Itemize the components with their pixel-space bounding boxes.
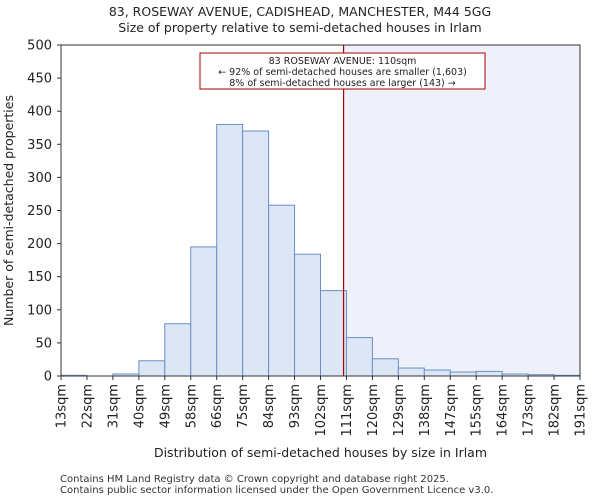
x-tick-label-58sqm: 58sqm — [184, 384, 199, 428]
x-tick-label-66sqm: 66sqm — [210, 384, 225, 428]
x-tick-label-75sqm: 75sqm — [236, 384, 251, 428]
footer-copyright: Contains HM Land Registry data © Crown c… — [60, 474, 449, 485]
bar-58sqm — [190, 246, 218, 377]
bar-129sqm — [397, 367, 425, 377]
bar-66sqm — [216, 123, 244, 377]
x-tick-label-129sqm: 129sqm — [392, 384, 407, 437]
x-axis-label: Distribution of semi-detached houses by … — [154, 445, 487, 460]
y-tick-label-500: 500 — [27, 39, 52, 54]
annotation-line-2: ← 92% of semi-detached houses are smalle… — [218, 67, 467, 78]
x-tick-label-164sqm: 164sqm — [496, 384, 511, 437]
x-tick-label-191sqm: 191sqm — [574, 384, 589, 437]
y-tick-label-100: 100 — [27, 303, 52, 318]
x-tick-label-120sqm: 120sqm — [366, 384, 381, 437]
y-tick-label-200: 200 — [27, 237, 52, 252]
y-tick-label-150: 150 — [27, 270, 52, 285]
x-tick-label-31sqm: 31sqm — [106, 384, 121, 428]
x-tick-label-182sqm: 182sqm — [548, 384, 563, 437]
x-tick-label-102sqm: 102sqm — [314, 384, 329, 437]
y-tick-label-350: 350 — [27, 138, 52, 153]
x-tick-label-111sqm: 111sqm — [340, 384, 355, 437]
x-tick-label-84sqm: 84sqm — [262, 384, 277, 428]
annotation-box: 83 ROSEWAY AVENUE: 110sqm ← 92% of semi-… — [199, 52, 486, 90]
y-axis-label: Number of semi-detached properties — [1, 95, 16, 326]
bar-120sqm — [371, 358, 399, 377]
bar-147sqm — [449, 371, 477, 377]
bar-93sqm — [294, 253, 321, 377]
x-tick-label-40sqm: 40sqm — [132, 384, 147, 428]
y-tick-label-300: 300 — [27, 171, 52, 186]
chart-subtitle: Size of property relative to semi-detach… — [118, 20, 482, 35]
x-tick-label-155sqm: 155sqm — [470, 384, 485, 437]
bar-111sqm — [345, 337, 373, 377]
chart-title: 83, ROSEWAY AVENUE, CADISHEAD, MANCHESTE… — [108, 4, 492, 19]
y-tick-label-250: 250 — [27, 204, 52, 219]
bar-102sqm — [320, 290, 347, 377]
x-tick-label-22sqm: 22sqm — [80, 384, 95, 428]
annotation-frame — [199, 52, 486, 90]
x-tick-label-13sqm: 13sqm — [55, 384, 70, 428]
bar-75sqm — [242, 130, 270, 377]
bar-49sqm — [164, 323, 192, 377]
y-tick-label-50: 50 — [35, 336, 52, 351]
x-tick-label-138sqm: 138sqm — [418, 384, 433, 437]
bar-138sqm — [423, 369, 451, 377]
bar-40sqm — [138, 360, 166, 377]
x-tick-label-173sqm: 173sqm — [522, 384, 537, 437]
footer-licence: Contains public sector information licen… — [60, 485, 494, 496]
y-tick-label-400: 400 — [27, 105, 52, 120]
annotation-line-1: 83 ROSEWAY AVENUE: 110sqm — [269, 56, 417, 67]
y-tick-label-0: 0 — [44, 370, 52, 385]
x-tick-label-49sqm: 49sqm — [158, 384, 173, 428]
annotation-line-3: 8% of semi-detached houses are larger (1… — [229, 78, 456, 89]
larger-region-highlight — [343, 45, 580, 376]
bar-155sqm — [475, 370, 503, 377]
y-tick-label-450: 450 — [27, 72, 52, 87]
x-tick-label-93sqm: 93sqm — [288, 384, 303, 428]
bar-84sqm — [268, 204, 296, 377]
x-tick-label-147sqm: 147sqm — [444, 384, 459, 437]
